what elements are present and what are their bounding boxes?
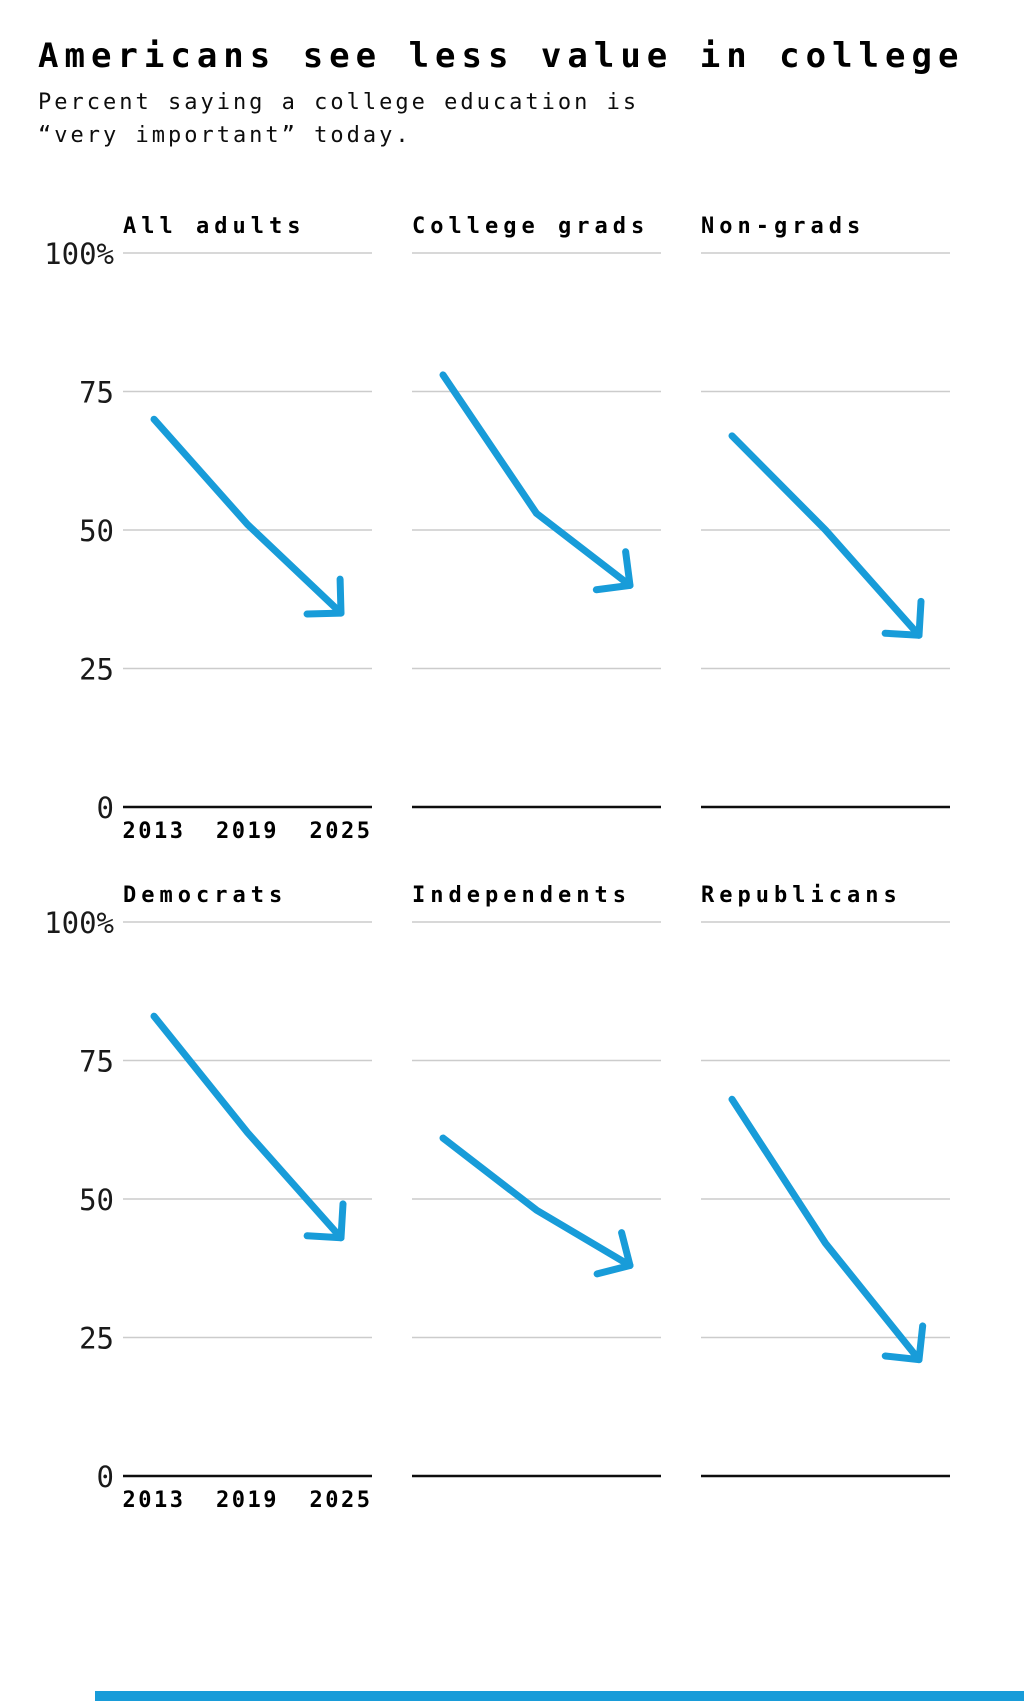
x-tick-label: 2013	[123, 1488, 186, 1513]
panel-democrats: Democrats 2013 2019 2025 100% 75 50 25 0	[44, 883, 372, 1513]
x-tick-label: 2019	[216, 1488, 279, 1513]
chart-title: Americans see less value in college	[38, 36, 965, 76]
x-tick-label: 2019	[216, 819, 279, 844]
panel-title: College grads	[412, 214, 649, 239]
y-tick-label: 25	[79, 1322, 114, 1356]
trend-line-non-grads	[728, 432, 925, 639]
x-tick-label: 2025	[310, 819, 373, 844]
y-tick-label: 75	[79, 1045, 114, 1079]
chart-subtitle: Percent saying a college education is “v…	[38, 86, 639, 152]
footer-accent-bar	[95, 1691, 1024, 1701]
panel-title: Democrats	[123, 883, 287, 908]
panel-title: All adults	[123, 214, 305, 239]
y-tick-label: 50	[79, 514, 114, 548]
chart-subtitle-line1: Percent saying a college education is	[38, 90, 640, 115]
y-tick-label: 100%	[44, 237, 114, 271]
trend-line-democrats	[150, 1012, 347, 1242]
panel-independents: Independents	[412, 883, 661, 1478]
x-tick-label: 2013	[123, 819, 186, 844]
trend-line-college-grads	[439, 371, 634, 594]
x-tick-label: 2025	[310, 1488, 373, 1513]
panel-title: Independents	[412, 883, 631, 908]
y-tick-label: 0	[97, 1460, 114, 1494]
panel-title: Republicans	[701, 883, 902, 908]
trend-line-republicans	[728, 1095, 927, 1364]
panel-college-grads: College grads	[412, 214, 661, 809]
panel-all-adults: All adults 2013 2019 2025 100% 75 50 25 0	[44, 214, 372, 844]
y-tick-label: 50	[79, 1183, 114, 1217]
chart-subtitle-line2: “very important” today.	[38, 123, 412, 148]
y-tick-label: 75	[79, 376, 114, 410]
y-tick-label: 25	[79, 653, 114, 687]
y-tick-label: 0	[97, 791, 114, 825]
y-tick-label: 100%	[44, 906, 114, 940]
trend-line-all-adults	[150, 415, 345, 618]
panel-title: Non-grads	[701, 214, 865, 239]
panel-non-grads: Non-grads	[701, 214, 950, 809]
trend-line-independents	[439, 1134, 634, 1278]
panel-republicans: Republicans	[701, 883, 950, 1478]
